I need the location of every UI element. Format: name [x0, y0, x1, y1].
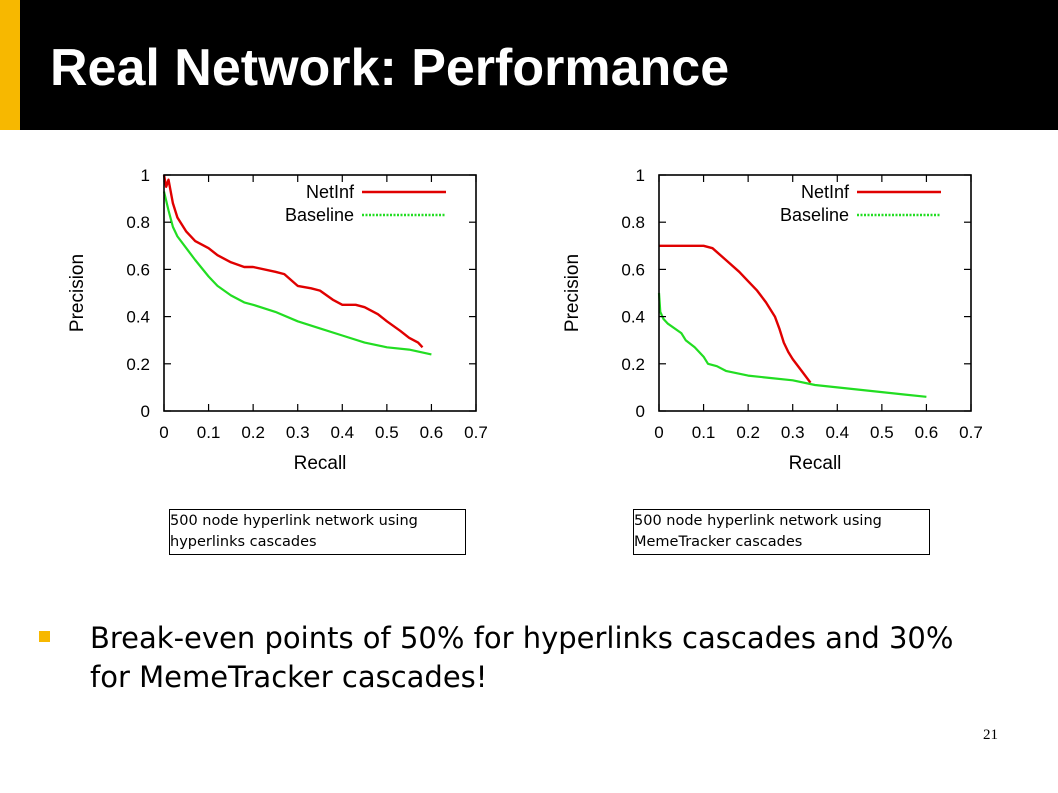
chart-hyperlinks-cascades: 0 0.1 0.2 0.3 0.4 0.5 0.6 0.7 0 0.2 0.4 0.6 0.8 1 Reca…: [67, 166, 488, 474]
y-axis-label: Precision: [562, 254, 583, 332]
legend-label-baseline: Baseline: [780, 205, 849, 225]
caption-line: 500 node hyperlink network using: [170, 513, 418, 529]
bullet-square-icon: [39, 631, 50, 642]
x-tick-label: 0.5: [375, 423, 399, 442]
y-tick-label: 0.6: [621, 260, 645, 279]
x-axis-label: Recall: [789, 453, 842, 474]
bullet-text: Break-even points of 50% for hyperlinks …: [90, 621, 954, 694]
x-tick-label: 0.6: [420, 423, 444, 442]
y-tick-label: 1: [636, 166, 645, 185]
x-tick-label: 0.3: [781, 423, 805, 442]
caption-line: MemeTracker cascades: [634, 534, 803, 550]
x-tick-label: 0: [159, 423, 168, 442]
y-tick-label: 0: [636, 402, 645, 421]
x-tick-label: 0.3: [286, 423, 310, 442]
y-tick-label: 0.4: [126, 308, 150, 327]
x-tick-label: 0.7: [959, 423, 983, 442]
x-tick-label: 0.5: [870, 423, 894, 442]
plot-frame: [163, 174, 477, 412]
x-tick-label: 0.6: [915, 423, 939, 442]
plot-frame: [658, 174, 972, 412]
series-line-netinf: [162, 174, 424, 349]
x-tick-label: 0.2: [736, 423, 760, 442]
caption-line: 500 node hyperlink network using: [634, 513, 882, 529]
y-tick-label: 0.2: [621, 355, 645, 374]
y-tick-label: 0.8: [621, 213, 645, 232]
legend-label-netinf: NetInf: [801, 182, 850, 202]
series-line-netinf: [659, 244, 812, 384]
legend-label-netinf: NetInf: [306, 182, 355, 202]
caption-line: hyperlinks cascades: [170, 534, 317, 550]
slide-title: Real Network: Performance: [50, 39, 730, 97]
y-tick-label: 0: [141, 402, 150, 421]
title-bar: [0, 0, 1058, 130]
y-tick-label: 0.4: [621, 308, 645, 327]
legend-label-baseline: Baseline: [285, 205, 354, 225]
series-line-baseline: [657, 292, 927, 398]
x-tick-label: 0: [654, 423, 663, 442]
x-tick-label: 0.4: [330, 423, 354, 442]
page-number: 21: [983, 727, 998, 743]
y-tick-label: 0.2: [126, 355, 150, 374]
series-line-baseline: [162, 191, 432, 356]
x-tick-label: 0.1: [197, 423, 221, 442]
y-tick-label: 0.6: [126, 260, 150, 279]
x-tick-label: 0.2: [241, 423, 265, 442]
x-tick-label: 0.7: [464, 423, 488, 442]
caption-memetracker-cascades: 500 node hyperlink network using MemeTra…: [633, 509, 930, 555]
y-tick-label: 1: [141, 166, 150, 185]
chart-memetracker-cascades: 0 0.1 0.2 0.3 0.4 0.5 0.6 0.7 0 0.2 0.4 0.6 0.8 1 Reca…: [562, 166, 983, 474]
caption-hyperlinks-cascades: 500 node hyperlink network using hyperli…: [169, 509, 466, 555]
x-tick-label: 0.1: [692, 423, 716, 442]
x-axis-label: Recall: [294, 453, 347, 474]
x-tick-label: 0.4: [825, 423, 849, 442]
y-tick-label: 0.8: [126, 213, 150, 232]
y-axis-label: Precision: [67, 254, 88, 332]
title-accent-bar: [0, 0, 20, 130]
